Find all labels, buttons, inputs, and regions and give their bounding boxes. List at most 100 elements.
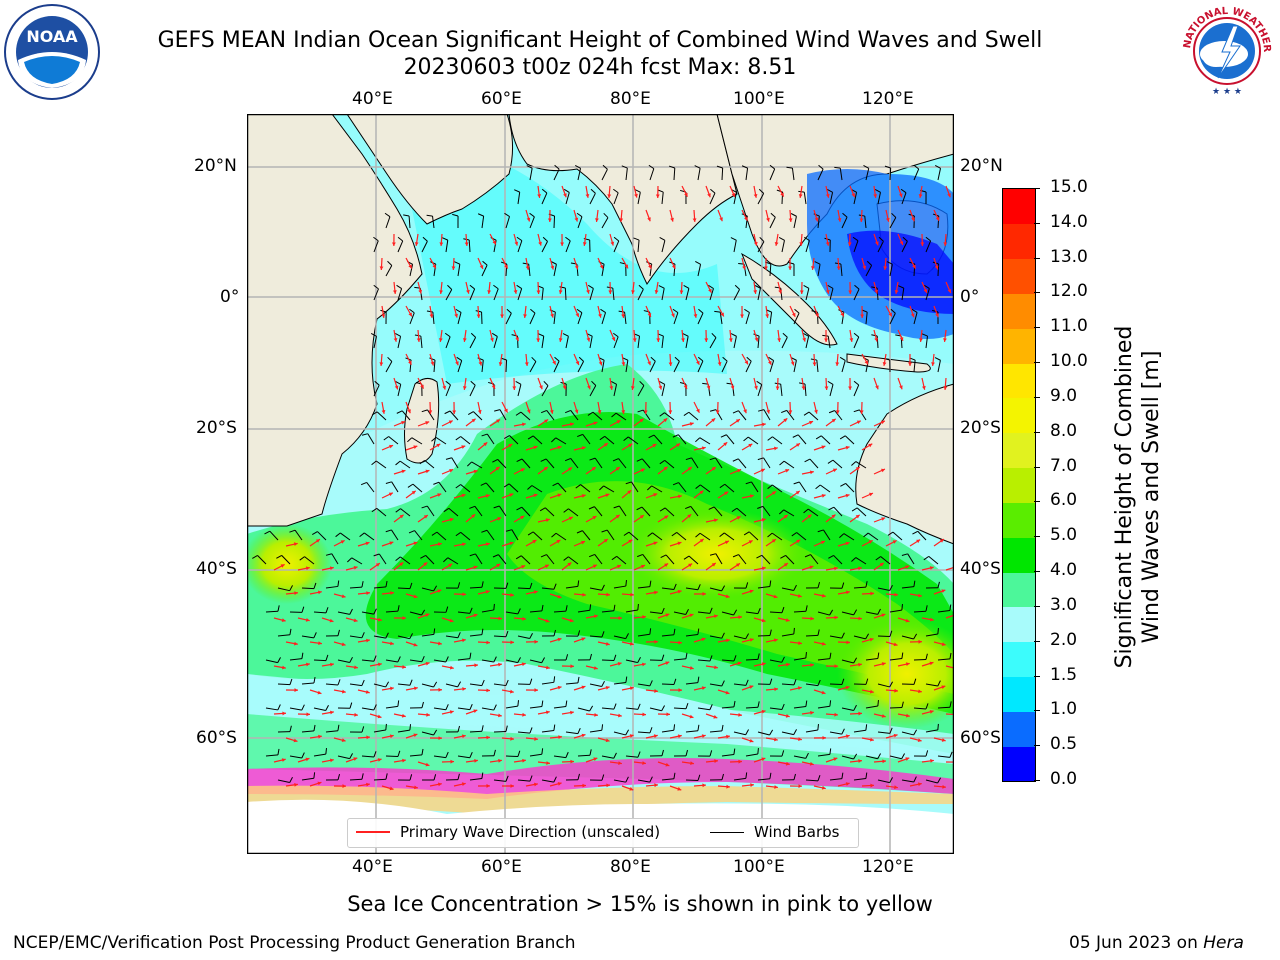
- wind-barb: [781, 332, 788, 349]
- wind-barb: [505, 700, 520, 709]
- colorbar: [1002, 188, 1036, 782]
- wind-barb: [828, 410, 843, 421]
- wave-arrow: [873, 517, 886, 523]
- wind-barb: [515, 555, 531, 565]
- wave-arrow: [309, 590, 322, 595]
- wave-arrow: [381, 492, 394, 499]
- colorbar-segment: [1003, 467, 1035, 503]
- wave-arrow: [825, 514, 836, 523]
- wind-barb: [786, 166, 795, 181]
- wind-barb: [741, 165, 749, 181]
- wave-arrow: [860, 305, 865, 319]
- wave-arrow: [405, 785, 418, 790]
- wind-barb: [841, 753, 858, 760]
- wind-barb: [853, 332, 860, 349]
- wind-barb: [469, 553, 483, 565]
- wave-arrow: [728, 329, 733, 343]
- wind-barb: [745, 607, 761, 615]
- wind-barb: [469, 332, 477, 349]
- wave-arrow: [861, 539, 873, 547]
- wind-barb: [685, 628, 700, 637]
- wind-barb: [901, 678, 917, 685]
- wave-arrow: [859, 401, 864, 415]
- date-text: 05 Jun 2023 on: [1069, 933, 1204, 953]
- colorbar-segment: [1003, 189, 1035, 225]
- wind-barb: [347, 557, 363, 565]
- wind-barb: [516, 236, 523, 253]
- wave-arrow: [501, 593, 514, 597]
- colorbar-tick-label: 11.0: [1050, 316, 1088, 337]
- wind-barb: [661, 583, 677, 591]
- wind-barb: [708, 284, 714, 301]
- wind-barb: [695, 261, 702, 277]
- wave-arrow: [560, 233, 564, 247]
- wind-barb: [839, 533, 855, 541]
- wind-barb: [426, 214, 435, 229]
- wind-barb: [577, 749, 592, 757]
- wave-arrow: [477, 353, 483, 366]
- wind-barb: [637, 727, 653, 734]
- wind-barb: [552, 482, 567, 493]
- wave-arrow: [381, 541, 394, 547]
- wave-arrow: [573, 592, 587, 597]
- wind-barb: [385, 605, 400, 613]
- wind-barb: [445, 582, 461, 589]
- wind-barb: [493, 582, 509, 589]
- wave-arrow: [777, 617, 790, 622]
- wave-arrow: [537, 419, 549, 427]
- wave-arrow: [813, 689, 826, 695]
- wind-barb: [409, 748, 424, 757]
- wave-arrow: [873, 185, 878, 198]
- wave-arrow: [393, 665, 406, 669]
- wind-barb: [455, 484, 471, 493]
- wind-barb: [731, 507, 747, 517]
- wave-arrow: [573, 305, 580, 318]
- wave-arrow: [438, 329, 443, 342]
- wave-arrow: [897, 233, 904, 246]
- wind-barb: [361, 608, 377, 615]
- wave-arrow: [825, 757, 838, 763]
- wave-arrow: [741, 737, 754, 743]
- wave-arrow: [585, 377, 591, 390]
- wind-barb: [733, 772, 748, 781]
- wave-arrow: [525, 209, 531, 222]
- wave-arrow: [775, 377, 780, 391]
- wave-arrow: [561, 617, 574, 623]
- wave-arrow: [765, 490, 777, 499]
- wave-arrow: [861, 443, 873, 451]
- wave-arrow: [643, 401, 648, 415]
- wind-barb: [429, 357, 436, 373]
- wind-barb: [541, 629, 556, 637]
- wave-arrow: [837, 590, 850, 595]
- wave-arrow: [705, 562, 717, 571]
- wind-barb: [601, 752, 617, 759]
- wind-barb: [395, 380, 402, 397]
- wave-arrow: [933, 641, 946, 646]
- wind-barb: [673, 652, 688, 661]
- wave-arrow: [921, 758, 934, 763]
- wave-arrow: [741, 783, 754, 787]
- wave-arrow: [585, 757, 598, 763]
- lat-tick-right: 40°S: [960, 559, 1001, 579]
- wave-arrow: [429, 493, 442, 499]
- wind-barb: [564, 457, 579, 469]
- wave-arrow: [585, 614, 598, 619]
- wave-arrow: [630, 377, 635, 390]
- lat-tick-left: 20°N: [194, 156, 237, 176]
- wind-barb: [822, 334, 831, 349]
- lon-tick-top: 100°E: [733, 89, 785, 109]
- wind-barb: [565, 676, 580, 685]
- colorbar-segment: [1003, 223, 1035, 260]
- wave-arrow: [861, 637, 874, 643]
- wind-barb: [829, 678, 845, 685]
- wind-barb: [709, 332, 717, 349]
- wave-arrow: [669, 589, 682, 595]
- wind-barb: [743, 531, 759, 541]
- wave-arrow: [501, 784, 515, 788]
- wind-barb: [913, 703, 929, 710]
- wind-barb: [781, 627, 795, 637]
- wave-arrow: [558, 329, 563, 342]
- wave-arrow: [765, 401, 770, 414]
- wave-arrow: [465, 281, 470, 294]
- wind-barb: [587, 284, 594, 301]
